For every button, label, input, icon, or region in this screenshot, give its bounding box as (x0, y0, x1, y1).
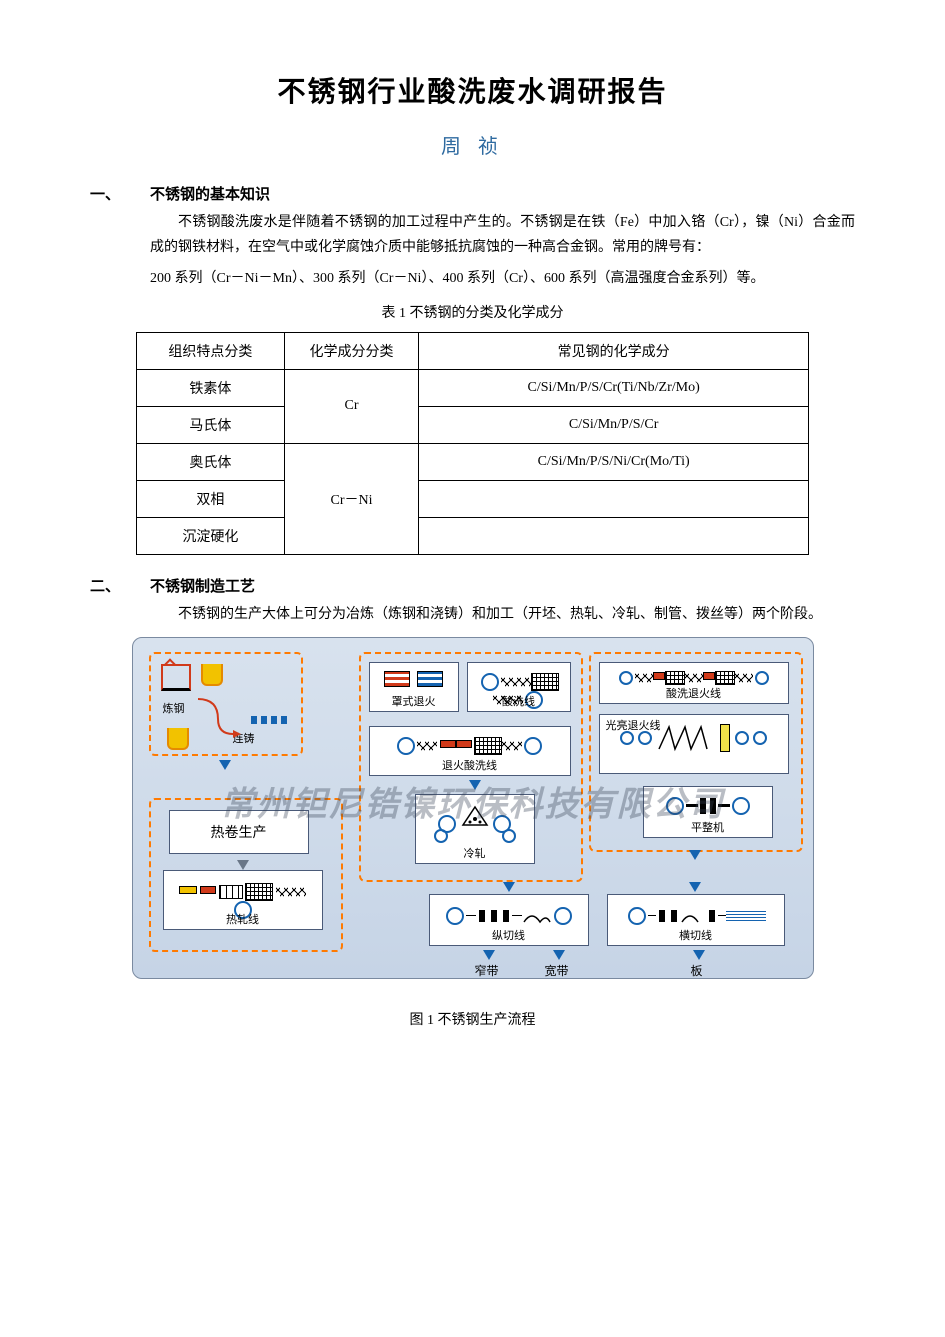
section-2-heading: 不锈钢制造工艺 (150, 575, 255, 596)
table-row: 奥氏体 Cr－Ni C/Si/Mn/P/S/Ni/Cr(Mo/Ti) (136, 443, 808, 480)
classification-table: 组织特点分类 化学成分分类 常见钢的化学成分 铁素体 Cr C/Si/Mn/P/… (136, 332, 809, 555)
label-coldroll: 冷轧 (416, 845, 534, 861)
panel-leveler: 平整机 (643, 786, 773, 838)
section-2-header: 二、 不锈钢制造工艺 (90, 575, 855, 596)
table-row: 铁素体 Cr C/Si/Mn/P/S/Cr(Ti/Nb/Zr/Mo) (136, 369, 808, 406)
panel-shearing: 横切线 (607, 894, 785, 946)
panel-bellanneal: 罩式退火 (369, 662, 459, 712)
document-page: 不锈钢行业酸洗废水调研报告 周 祯 一、 不锈钢的基本知识 不锈钢酸洗废水是伴随… (0, 0, 945, 1337)
cell-structure: 马氏体 (136, 406, 284, 443)
arrow-down-icon (219, 760, 231, 770)
cell-chem-group-crni: Cr－Ni (284, 443, 418, 554)
th-chem-comp: 常见钢的化学成分 (419, 332, 809, 369)
out-label-wide: 宽带 (545, 962, 569, 979)
cell-structure: 沉淀硬化 (136, 517, 284, 554)
label-pickling: 酸洗线 (468, 693, 570, 709)
arrow-down-icon (693, 950, 705, 960)
arrow-down-icon (503, 882, 515, 892)
arrow-down-icon (237, 860, 249, 870)
label-liangang: 炼钢 (163, 700, 185, 716)
cell-comp (419, 517, 809, 554)
cell-structure: 双相 (136, 480, 284, 517)
section-2-paragraph-1: 不锈钢的生产大体上可分为冶炼（炼钢和浇铸）和加工（开坯、热轧、冷轧、制管、拨丝等… (150, 602, 855, 627)
table-row: 马氏体 C/Si/Mn/P/S/Cr (136, 406, 808, 443)
panel-coldroll: 冷轧 (415, 794, 535, 864)
label-leveler: 平整机 (644, 819, 772, 835)
table-row: 沉淀硬化 (136, 517, 808, 554)
panel-anneal-pickling: 退火酸洗线 (369, 726, 571, 776)
panel-slitting: 纵切线 (429, 894, 589, 946)
panel-pickling: 酸洗线 (467, 662, 571, 712)
furnace-icon (161, 664, 223, 696)
panel-pickling-anneal: 酸洗退火线 (599, 662, 789, 704)
arrow-down-icon (689, 850, 701, 860)
table-row: 双相 (136, 480, 808, 517)
section-1-paragraph-1: 不锈钢酸洗废水是伴随着不锈钢的加工过程中产生的。不锈钢是在铁（Fe）中加入铬（C… (150, 210, 855, 260)
arrow-down-icon (483, 950, 495, 960)
cell-comp: C/Si/Mn/P/S/Cr(Ti/Nb/Zr/Mo) (419, 369, 809, 406)
figure-1-caption: 图 1 不锈钢生产流程 (90, 1009, 855, 1029)
section-1-heading: 不锈钢的基本知识 (150, 183, 270, 204)
label-bellanneal: 罩式退火 (370, 693, 458, 709)
table-1-caption: 表 1 不锈钢的分类及化学成分 (90, 302, 855, 322)
panel-hotroll: 热轧线 (163, 870, 323, 930)
process-diagram: 炼钢 连铸 热卷生产 热轧线 (132, 637, 814, 979)
arrow-down-icon (553, 950, 565, 960)
out-label-plate: 板 (691, 962, 703, 979)
arrow-down-icon (469, 780, 481, 790)
panel-bright-anneal: 光亮退火线 (599, 714, 789, 774)
label-shearing: 横切线 (608, 927, 784, 943)
label-slitting: 纵切线 (430, 927, 588, 943)
out-label-narrow: 窄带 (475, 962, 499, 979)
section-2-number: 二、 (90, 575, 150, 596)
cell-structure: 奥氏体 (136, 443, 284, 480)
table-header-row: 组织特点分类 化学成分分类 常见钢的化学成分 (136, 332, 808, 369)
cell-comp: C/Si/Mn/P/S/Ni/Cr(Mo/Ti) (419, 443, 809, 480)
flow-arrow-icon (193, 694, 243, 744)
slab-icon (251, 716, 291, 724)
label-hotroll: 热轧线 (164, 911, 322, 927)
th-structure: 组织特点分类 (136, 332, 284, 369)
label-anneal-pickling: 退火酸洗线 (370, 757, 570, 773)
section-1-header: 一、 不锈钢的基本知识 (90, 183, 855, 204)
arrow-down-icon (689, 882, 701, 892)
label-bright-anneal: 光亮退火线 (606, 717, 788, 733)
panel-hotcoil: 热卷生产 (169, 810, 309, 854)
th-chem-class: 化学成分分类 (284, 332, 418, 369)
cell-structure: 铁素体 (136, 369, 284, 406)
label-pickling-anneal: 酸洗退火线 (600, 685, 788, 701)
cell-comp (419, 480, 809, 517)
doc-title: 不锈钢行业酸洗废水调研报告 (90, 70, 855, 110)
doc-author: 周 祯 (90, 130, 855, 159)
section-1-paragraph-2: 200 系列（Cr－Ni－Mn）、300 系列（Cr－Ni）、400 系列（Cr… (150, 266, 855, 291)
section-1-number: 一、 (90, 183, 150, 204)
ladle-icon (167, 728, 189, 750)
cell-comp: C/Si/Mn/P/S/Cr (419, 406, 809, 443)
cell-chem-group-cr: Cr (284, 369, 418, 443)
